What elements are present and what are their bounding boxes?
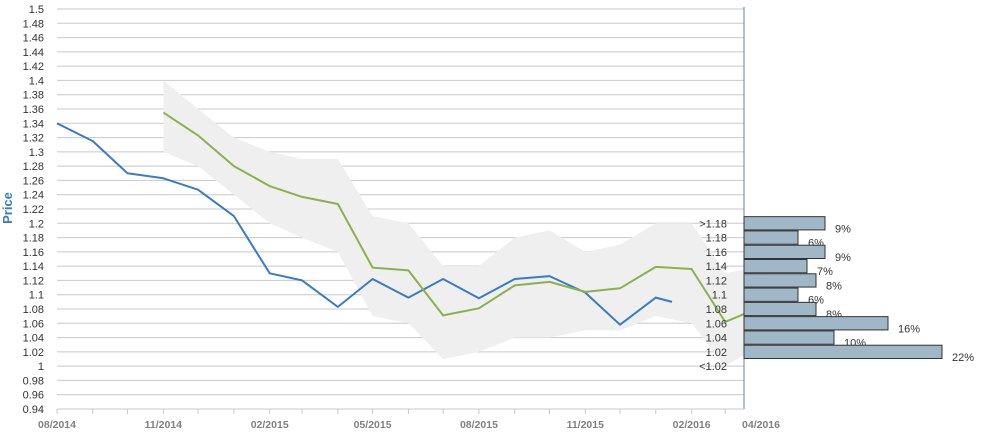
confidence-band-area [163,80,761,367]
x-tick-label: 08/2014 [38,419,76,431]
y-tick-label: 1.5 [29,4,44,16]
axes [56,7,745,414]
distribution-histogram: >1.18 9%1.18 6%1.16 9%1.14 7%1.12 8%1.1 6%1.08… [699,216,974,373]
histogram-percent-label: 9% [835,252,851,264]
y-tick-label: 1.08 [23,304,44,316]
x-tick-labels: 08/2014 11/2014 02/2015 05/2015 08/2015 11/20… [38,419,780,431]
y-tick-label: 1.02 [23,347,44,359]
y-tick-label: 1.22 [23,204,44,216]
y-tick-label: 1.14 [23,261,44,273]
histogram-bar [743,259,808,274]
y-tick-label: 1.2 [29,218,44,230]
y-tick-label: 1.3 [29,147,44,159]
histogram-bar [743,216,826,231]
histogram-percent-label: 7% [817,266,833,278]
histogram-bar [743,316,889,331]
y-tick-label: 1.36 [23,104,44,116]
y-tick-label: 0.98 [23,375,44,387]
y-axis-label: Price [0,192,15,224]
y-tick-label: 0.96 [23,390,44,402]
x-tick-label: 02/2015 [251,419,289,431]
histogram-bar [743,230,799,245]
forecast-band [163,80,761,367]
y-tick-label: 0.94 [23,404,44,416]
histogram-bin-label: 1.04 [706,333,727,345]
grid-lines [57,8,744,410]
y-tick-labels: 1.5 1.48 1.46 1.44 1.42 1.4 1.38 1.36 1.34 1.32 1.… [23,4,44,416]
y-tick-label: 1.48 [23,18,44,30]
y-tick-label: 1.28 [23,161,44,173]
histogram-bar [743,330,835,345]
histogram-bin-label: 1.1 [712,290,727,302]
histogram-bin-label: <1.02 [699,361,727,373]
x-tick-label: 11/2014 [145,419,183,431]
series-lines [56,111,762,326]
x-tick-label: 04/2016 [742,419,780,431]
histogram-bin-label: >1.18 [699,218,727,230]
y-tick-label: 1.34 [23,118,44,130]
y-tick-label: 1 [38,361,44,373]
y-tick-label: 1.04 [23,333,44,345]
y-tick-label: 1.32 [23,133,44,145]
histogram-bin-label: 1.06 [706,318,727,330]
histogram-bar [743,301,817,317]
histogram-bin-label: 1.18 [706,233,727,245]
histogram-bin-label: 1.02 [706,347,727,359]
y-tick-label: 1.38 [23,90,44,102]
histogram-bin-label: 1.12 [706,275,727,287]
y-tick-label: 1.1 [29,290,44,302]
histogram-percent-label: 9% [835,223,851,235]
histogram-bar [743,287,799,302]
y-tick-label: 1.24 [23,190,44,202]
y-tick-label: 1.26 [23,175,44,187]
histogram-bar [743,273,817,288]
histogram-bin-label: 1.14 [706,261,727,273]
y-tick-label: 1.12 [23,275,44,287]
y-tick-label: 1.44 [23,47,44,59]
y-tick-label: 1.16 [23,247,44,259]
histogram-percent-label: 22% [952,352,974,364]
histogram-bin-label: 1.16 [706,247,727,259]
y-tick-label: 1.18 [23,233,44,245]
histogram-bar [743,244,826,259]
y-tick-label: 1.46 [23,33,44,45]
x-tick-label: 08/2015 [460,419,498,431]
histogram-percent-label: 16% [898,323,920,335]
x-tick-label: 11/2015 [567,419,605,431]
histogram-bin-label: 1.08 [706,304,727,316]
x-tick-label: 05/2015 [354,419,392,431]
x-tick-label: 02/2016 [673,419,711,431]
y-tick-label: 1.42 [23,61,44,73]
y-tick-label: 1.4 [29,75,44,87]
y-tick-label: 1.06 [23,318,44,330]
histogram-percent-label: 8% [826,280,842,292]
series-line-forecast [162,111,762,323]
histogram-bar [743,344,943,360]
